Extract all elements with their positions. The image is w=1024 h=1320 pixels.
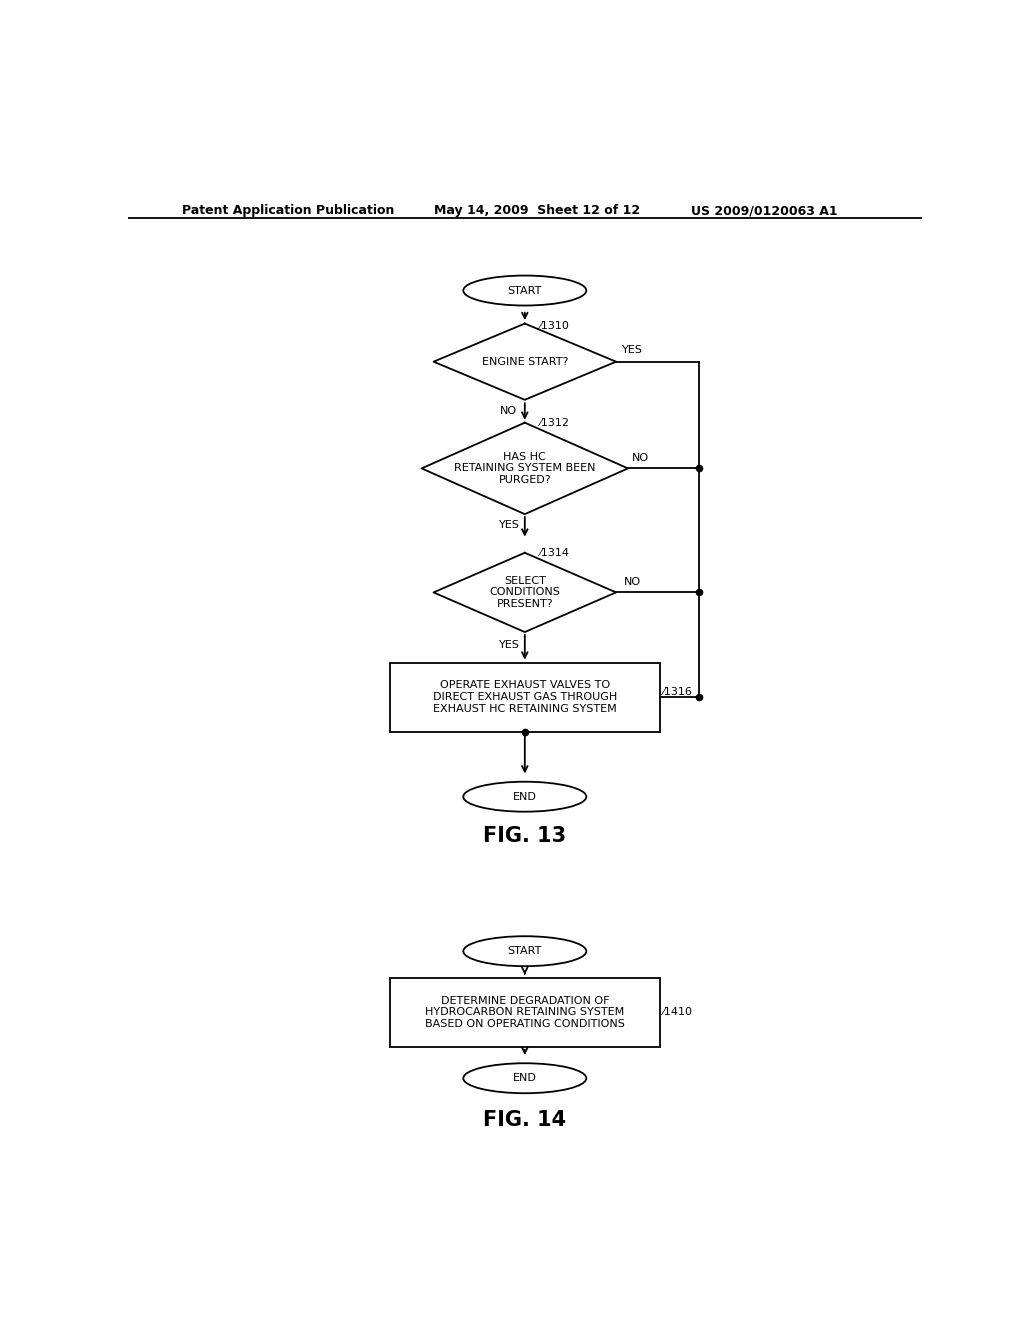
Text: DETERMINE DEGRADATION OF
HYDROCARBON RETAINING SYSTEM
BASED ON OPERATING CONDITI: DETERMINE DEGRADATION OF HYDROCARBON RET…: [425, 995, 625, 1028]
Text: FIG. 14: FIG. 14: [483, 1110, 566, 1130]
Text: HAS HC
RETAINING SYSTEM BEEN
PURGED?: HAS HC RETAINING SYSTEM BEEN PURGED?: [454, 451, 596, 484]
Text: NO: NO: [500, 407, 516, 417]
Text: YES: YES: [500, 520, 520, 531]
Text: ⁄1314: ⁄1314: [539, 548, 569, 558]
Text: FIG. 13: FIG. 13: [483, 826, 566, 846]
Text: ENGINE START?: ENGINE START?: [481, 356, 568, 367]
Text: YES: YES: [500, 640, 520, 651]
Text: START: START: [508, 946, 542, 956]
Text: OPERATE EXHAUST VALVES TO
DIRECT EXHAUST GAS THROUGH
EXHAUST HC RETAINING SYSTEM: OPERATE EXHAUST VALVES TO DIRECT EXHAUST…: [433, 681, 616, 714]
Text: ⁄1316: ⁄1316: [663, 688, 692, 697]
Text: YES: YES: [622, 345, 642, 355]
Text: ⁄1310: ⁄1310: [539, 321, 569, 331]
Text: END: END: [513, 1073, 537, 1084]
Text: NO: NO: [624, 577, 641, 587]
Text: Patent Application Publication: Patent Application Publication: [182, 205, 394, 218]
Text: NO: NO: [632, 453, 649, 463]
Bar: [390, 663, 659, 731]
Text: SELECT
CONDITIONS
PRESENT?: SELECT CONDITIONS PRESENT?: [489, 576, 560, 609]
Text: May 14, 2009  Sheet 12 of 12: May 14, 2009 Sheet 12 of 12: [433, 205, 640, 218]
Text: US 2009/0120063 A1: US 2009/0120063 A1: [691, 205, 838, 218]
Text: ⁄1312: ⁄1312: [539, 417, 569, 428]
Text: ⁄1410: ⁄1410: [663, 1007, 692, 1018]
Text: END: END: [513, 792, 537, 801]
Text: START: START: [508, 285, 542, 296]
Bar: [390, 978, 659, 1047]
